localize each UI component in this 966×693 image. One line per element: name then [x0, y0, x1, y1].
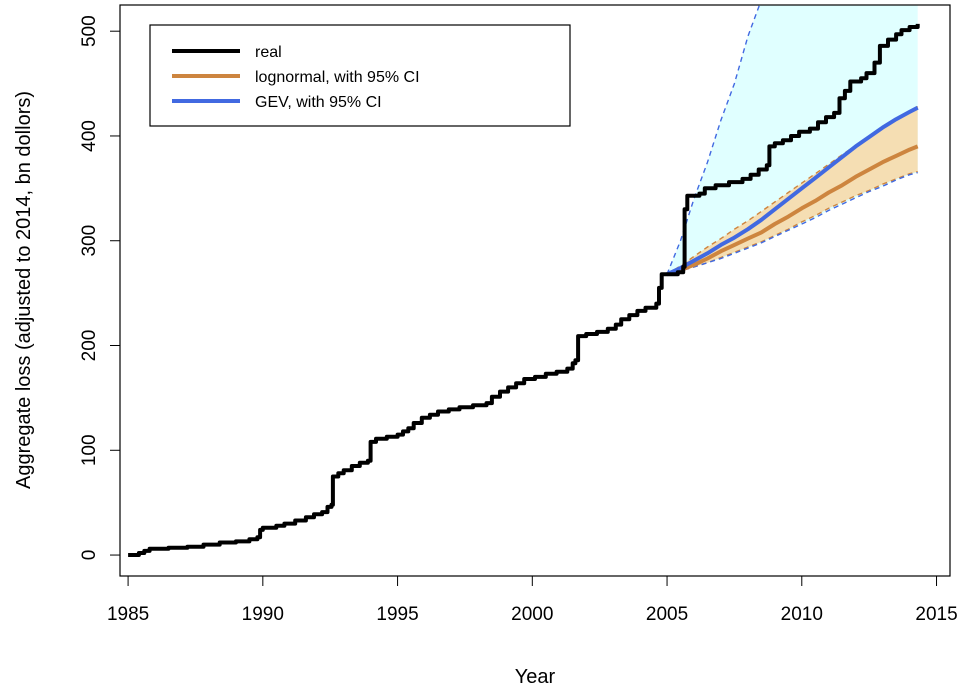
y-tick-label: 100 [79, 434, 100, 466]
x-tick-label: 1985 [107, 604, 149, 625]
x-tick-label: 1990 [242, 604, 284, 625]
x-tick-label: 2010 [781, 604, 823, 625]
plot-area [128, 5, 920, 557]
lognormal-series-line [666, 144, 919, 277]
y-tick-label: 400 [79, 120, 100, 152]
y-tick-label: 500 [79, 15, 100, 47]
y-tick-label: 300 [79, 225, 100, 257]
x-tick-label: 1995 [376, 604, 418, 625]
legend-label: lognormal, with 95% CI [255, 69, 420, 86]
y-tick-label: 200 [79, 330, 100, 362]
x-axis-title: Year [515, 666, 556, 688]
y-axis: 0 100 200 300 400 500 [79, 15, 121, 561]
x-tick-label: 2005 [646, 604, 688, 625]
gev-ci-upper-line [666, 5, 761, 275]
lognormal-ci-lower-line [666, 170, 918, 275]
legend-label: GEV, with 95% CI [255, 94, 382, 111]
lognormal-ci-upper-line [666, 105, 919, 275]
y-axis-title: Aggregate loss (adjusted to 2014, bn dol… [13, 91, 35, 489]
x-tick-label: 2015 [915, 604, 957, 625]
real-series-line [128, 23, 920, 557]
legend: real lognormal, with 95% CI GEV, with 95% … [149, 24, 571, 127]
legend-label: real [255, 44, 282, 61]
gev-series-line [666, 105, 919, 277]
x-tick-label: 2000 [511, 604, 553, 625]
gev-ci-lower-line [666, 171, 918, 275]
x-axis: 1985 1990 1995 2000 2005 2010 2015 [107, 575, 958, 625]
y-tick-label: 0 [79, 550, 100, 561]
